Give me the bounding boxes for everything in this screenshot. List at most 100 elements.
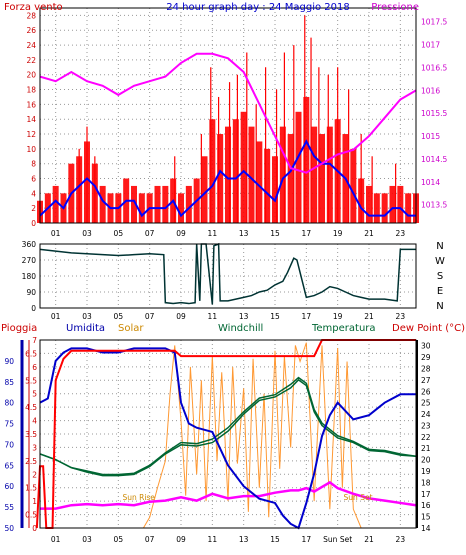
x-tick-label: 01 [51, 229, 61, 238]
y-left-tick-label: 12 [26, 130, 36, 139]
wind-direction-line [39, 242, 416, 305]
x-tick-label: 07 [145, 229, 155, 238]
rain-tick-label: 0.5 [25, 511, 37, 520]
sun-annotation: Sun Rise [122, 493, 155, 502]
rain-tick-label: 2 [32, 470, 37, 479]
temperature-tick-label: 28 [421, 364, 431, 373]
rain-tick-label: 1 [32, 497, 37, 506]
y-right-tick-label: 1015 [421, 132, 440, 141]
x-tick-label: 13 [239, 312, 249, 321]
humidity-tick-label: 85 [4, 378, 14, 387]
legend-label-right: Dew Point (°C) [392, 323, 465, 334]
wind-speed-bar [311, 126, 318, 223]
rain-tick-label: 6 [32, 363, 37, 372]
pressure-line [39, 52, 417, 174]
temperature-tick-label: 30 [421, 342, 431, 351]
temperature-tick-label: 16 [421, 501, 431, 510]
y-left-tick-label: 28 [26, 11, 36, 20]
wind-speed-bar [397, 185, 404, 223]
temperature-tick-label: 24 [421, 410, 431, 419]
wind-speed-bar [373, 193, 380, 223]
x-tick-label: 11 [208, 312, 218, 321]
y-left-tick-label: 8 [31, 160, 36, 169]
temperature-tick-label: 23 [421, 421, 431, 430]
x-tick-label: 23 [396, 535, 406, 544]
wind-speed-bar [326, 126, 333, 223]
rain-tick-label: 3 [32, 443, 37, 452]
rain-tick-label: 7 [32, 336, 37, 345]
temperature-tick-label: 18 [421, 478, 431, 487]
x-tick-label: 05 [114, 535, 124, 544]
windchill-line [39, 378, 417, 477]
y-tick-label: 0 [31, 304, 36, 313]
wind-speed-bar [232, 119, 239, 223]
wind-speed-bar [201, 156, 208, 223]
y-left-tick-label: 10 [26, 145, 36, 154]
y-left-tick-label: 20 [26, 71, 36, 80]
legend-label-right: Temperatura [311, 323, 376, 334]
dew-point-line [40, 480, 417, 510]
wind-average-line [39, 139, 416, 218]
rain-tick-label: 4 [32, 417, 37, 426]
x-tick-label: 11 [208, 535, 218, 544]
wind-speed-bar [52, 185, 59, 223]
temperature-tick-label: 27 [421, 376, 431, 385]
direction-label: N [436, 301, 443, 312]
x-tick-label: 01 [51, 535, 61, 544]
x-tick-label: 05 [114, 229, 124, 238]
humidity-tick-label: 60 [4, 482, 14, 491]
x-tick-label: 21 [364, 535, 374, 544]
wind-speed-bar [131, 185, 137, 223]
x-tick-label: 17 [302, 229, 312, 238]
x-tick-label: 03 [82, 312, 92, 321]
humidity-tick-label: 90 [4, 357, 14, 366]
rain-tick-label: 1.5 [25, 484, 37, 493]
wind-speed-bar [279, 126, 286, 223]
x-tick-label: 17 [302, 312, 312, 321]
y-tick-label: 360 [22, 240, 37, 249]
y-right-tick-label: 1014 [421, 178, 440, 187]
temperature-tick-label: 17 [421, 490, 431, 499]
wind-speed-bar [350, 148, 357, 223]
y-left-tick-label: 26 [26, 26, 36, 35]
wind-speed-bar [264, 148, 271, 223]
direction-label: N [436, 241, 443, 252]
x-tick-label: 21 [364, 229, 374, 238]
legend-label-left: Pioggia [1, 323, 37, 334]
y-left-tick-label: 6 [31, 175, 36, 184]
wind-speed-bar [287, 134, 294, 223]
wind-speed-bar [256, 141, 263, 223]
legend-label-left: Solar [118, 323, 144, 334]
temperature-tick-label: 15 [421, 513, 431, 522]
x-tick-label: 15 [270, 312, 280, 321]
x-tick-label: 03 [82, 535, 92, 544]
direction-label: W [435, 256, 445, 267]
right-axis-title: Pressione [371, 2, 419, 13]
rain-humidity-temp-chart: 50 55 60 65 70 75 80 85 90 0 0.5 1 1.5 2 2.5 3 3.5 4 4.5 5 5… [1, 323, 465, 544]
temperature-line [39, 376, 417, 476]
wind-speed-bar [366, 185, 372, 223]
x-tick-label: 13 [239, 229, 249, 238]
x-tick-label: 09 [176, 535, 186, 544]
y-left-tick-label: 18 [26, 86, 36, 95]
wind-speed-bar [225, 126, 231, 223]
temperature-tick-label: 19 [421, 467, 431, 476]
wind-speed-bar [381, 193, 388, 223]
humidity-tick-label: 70 [4, 440, 14, 449]
wind-speed-bar [162, 185, 169, 223]
wind-speed-bar [138, 193, 145, 223]
y-left-tick-label: 16 [26, 100, 36, 109]
y-tick-label: 180 [22, 272, 37, 281]
wind-speed-bar [248, 126, 255, 223]
wind-pressure-chart: 02468101214161820222426281013.510141014.… [4, 2, 447, 238]
plot-frame [39, 243, 417, 309]
rain-tick-label: 3.5 [25, 430, 37, 439]
direction-label: E [437, 286, 443, 297]
humidity-tick-label: 80 [4, 399, 14, 408]
rain-tick-label: 4.5 [25, 403, 37, 412]
y-left-tick-label: 4 [31, 189, 36, 198]
y-right-tick-label: 1015.5 [421, 109, 447, 118]
humidity-tick-label: 55 [4, 503, 14, 512]
